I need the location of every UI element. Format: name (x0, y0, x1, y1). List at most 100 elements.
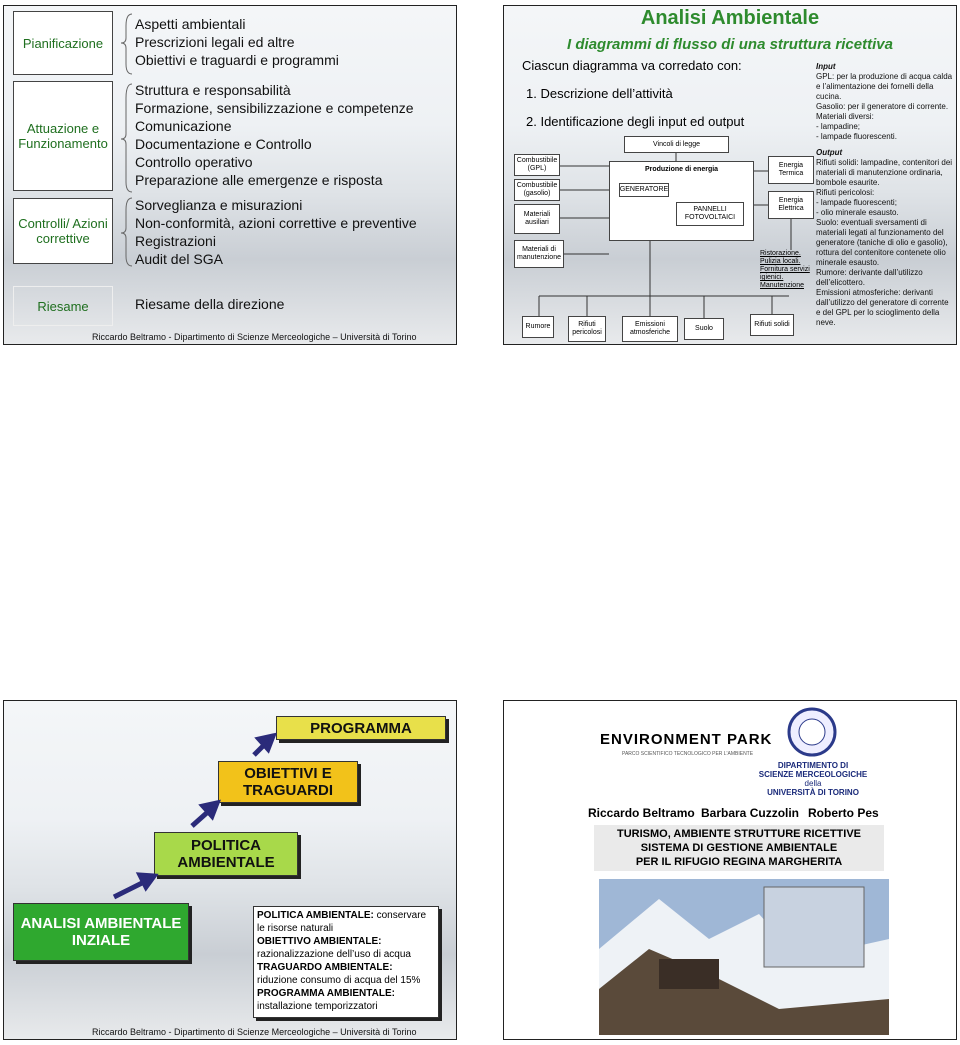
step: 1. Descrizione dell’attività (526, 86, 673, 101)
note: Rumore: derivante dall’utilizzo dell’eli… (816, 268, 923, 287)
node-label: PANNELLI FOTOVOLTAICI (684, 206, 736, 221)
item: Preparazione alle emergenze e risposta (135, 172, 383, 188)
note: Suolo: eventuali sversamenti di material… (816, 218, 948, 267)
author: Barbara Cuzzolin (701, 806, 800, 820)
energy-box: Energia Elettrica (768, 191, 814, 219)
definitions: POLITICA AMBIENTALE: conservare le risor… (253, 906, 439, 1018)
node-label: Combustibile (gasolio) (516, 182, 558, 197)
term: PROGRAMMA AMBIENTALE: (257, 988, 395, 999)
footer: Riccardo Beltramo - Dipartimento di Scie… (92, 1027, 417, 1037)
input-box: Combustibile (gasolio) (514, 179, 560, 201)
node-label: Suolo (695, 325, 713, 332)
step-box: ANALISI AMBIENTALE INZIALE (13, 903, 189, 961)
step-label: POLITICA AMBIENTALE (177, 837, 275, 871)
item: Audit del SGA (135, 251, 223, 267)
step-label: PROGRAMMA (310, 719, 412, 737)
output-box: Suolo (684, 318, 724, 340)
node-label: Emissioni atmosferiche (629, 321, 671, 336)
slide-title: Analisi Ambientale (640, 7, 820, 29)
logo-right: DIPARTIMENTO DI SCIENZE MERCEOLOGICHE de… (754, 761, 872, 797)
step-label: OBIETTIVI E TRAGUARDI (243, 765, 333, 799)
logo-line: SCIENZE MERCEOLOGICHE (758, 770, 868, 779)
logo-line: della (804, 779, 822, 788)
notes: Input GPL: per la produzione di acqua ca… (816, 62, 954, 328)
term: OBIETTIVO AMBIENTALE: (257, 936, 382, 947)
node-label: GENERATORE (619, 186, 669, 193)
step-box: POLITICA AMBIENTALE (154, 832, 298, 876)
services: Ristorazione. Pulizia locali. Fornitura … (760, 250, 810, 289)
output-box: Emissioni atmosferiche (622, 316, 678, 342)
definition: OBIETTIVO AMBIENTALE: razionalizzazione … (257, 935, 435, 961)
logo-left-sub: PARCO SCIENTIFICO TECNOLOGICO PER L'AMBI… (622, 751, 754, 757)
slide-analisi: Analisi Ambientale I diagrammi di flusso… (503, 5, 957, 345)
note: Rifiuti solidi: lampadine, contenitori d… (816, 158, 953, 187)
item: Struttura e responsabilità (135, 82, 291, 98)
university-seal (787, 707, 837, 757)
output-box: Rumore (522, 316, 554, 338)
constraint-box: Vincoli di legge (624, 136, 729, 153)
slide-subtitle: I diagrammi di flusso di una struttura r… (567, 36, 893, 53)
node-label: Rifiuti pericolosi (572, 321, 602, 336)
definition: TRAGUARDO AMBIENTALE: riduzione consumo … (257, 961, 435, 987)
note: - lampade fluorescenti. (816, 132, 897, 141)
phase-label: Riesame (37, 298, 89, 314)
input-box: Materiali di manutenzione (514, 240, 564, 268)
note: - olio minerale esausto. (816, 208, 899, 217)
items: Struttura e responsabilità Formazione, s… (135, 81, 414, 189)
item: Comunicazione (135, 118, 232, 134)
refuge-photo (599, 879, 889, 1035)
term: POLITICA AMBIENTALE: (257, 910, 374, 921)
generator-box: GENERATORE (619, 183, 669, 197)
node-label: Combustibile (GPL) (516, 157, 558, 172)
output-box: Rifiuti pericolosi (568, 316, 606, 342)
item: Riesame della direzione (135, 296, 285, 312)
node-label: Energia Elettrica (778, 197, 804, 212)
input-box: Materiali ausiliari (514, 204, 560, 234)
note: GPL: per la produzione di acqua calda e … (816, 72, 953, 101)
process-box: Produzione di energia (609, 161, 754, 241)
node-label: Energia Termica (778, 162, 804, 177)
step-box: OBIETTIVI E TRAGUARDI (218, 761, 358, 803)
panels-box: PANNELLI FOTOVOLTAICI (676, 202, 744, 226)
step-box: PROGRAMMA (276, 716, 446, 740)
braces (120, 13, 133, 267)
node-label: Produzione di energia (644, 166, 719, 173)
item: Prescrizioni legali ed altre (135, 34, 295, 50)
note: Gasolio: per il generatore di corrente. (816, 102, 949, 111)
node-label: Rifiuti solidi (754, 321, 790, 328)
phase-label: Attuazione e Funzionamento (18, 121, 108, 151)
definition: POLITICA AMBIENTALE: conservare le risor… (257, 909, 435, 935)
phase-label: Pianificazione (22, 35, 104, 51)
author: Riccardo Beltramo (588, 806, 695, 820)
item: Documentazione e Controllo (135, 136, 312, 152)
slide-sga: Pianificazione Attuazione e Funzionament… (3, 5, 457, 345)
title-line: SISTEMA DI GESTIONE AMBIENTALE (640, 842, 838, 854)
footer: Riccardo Beltramo - Dipartimento di Scie… (92, 332, 417, 342)
phase-box: Pianificazione (13, 11, 113, 75)
definition: PROGRAMMA AMBIENTALE: installazione temp… (257, 987, 435, 1013)
note: Materiali diversi: (816, 112, 874, 121)
energy-box: Energia Termica (768, 156, 814, 184)
item: Controllo operativo (135, 154, 253, 170)
phase-box: Controlli/ Azioni correttive (13, 198, 113, 264)
arrows (112, 732, 277, 900)
notes-heading: Input (816, 62, 836, 71)
node-label: Materiali di manutenzione (517, 246, 561, 261)
logo-left: ENVIRONMENT PARK (600, 731, 773, 748)
step-label: ANALISI AMBIENTALE INZIALE (20, 915, 182, 949)
phase-label: Controlli/ Azioni correttive (18, 216, 108, 246)
item: Formazione, sensibilizzazione e competen… (135, 100, 414, 116)
logo-line: UNIVERSITÀ DI TORINO (767, 788, 859, 797)
item: Obiettivi e traguardi e programmi (135, 52, 339, 68)
author: Roberto Pes (808, 806, 879, 820)
title-line: PER IL RIFUGIO REGINA MARGHERITA (635, 856, 843, 868)
phase-box: Riesame (13, 286, 113, 326)
cover-title: TURISMO, AMBIENTE STRUTTURE RICETTIVE SI… (594, 825, 884, 871)
phase-box: Attuazione e Funzionamento (13, 81, 113, 191)
node-label: Materiali ausiliari (523, 211, 551, 226)
definition-text: conservare le risorse naturali (257, 910, 427, 934)
note: Rifiuti pericolosi: (816, 188, 875, 197)
title-line: TURISMO, AMBIENTE STRUTTURE RICETTIVE (616, 828, 862, 840)
term: TRAGUARDO AMBIENTALE: (257, 962, 393, 973)
